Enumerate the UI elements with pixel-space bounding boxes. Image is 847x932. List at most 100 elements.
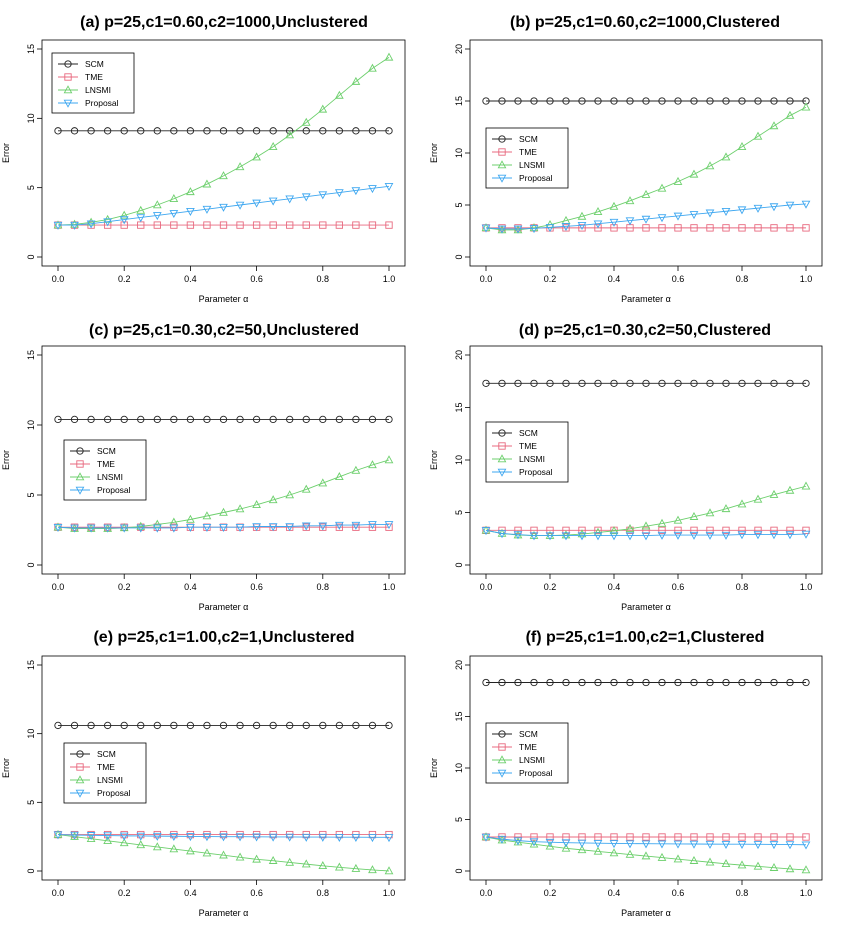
data-point (136, 521, 146, 530)
data-point (530, 97, 538, 105)
y-axis-label: Error (429, 758, 439, 778)
data-point (657, 183, 667, 192)
data-point (482, 379, 490, 387)
data-point (689, 531, 699, 540)
series-proposal (481, 833, 811, 850)
data-point (54, 721, 62, 730)
legend-label: Proposal (519, 467, 553, 477)
data-point (384, 455, 394, 464)
data-point (738, 678, 746, 687)
x-tick-label: 0.2 (544, 888, 557, 898)
data-point (70, 221, 79, 230)
data-point (737, 499, 747, 508)
data-point (352, 221, 360, 229)
data-point (610, 379, 618, 387)
data-point (202, 523, 212, 532)
x-tick-label: 0.2 (118, 274, 131, 284)
data-point (269, 721, 277, 730)
data-point (219, 850, 228, 859)
data-point (642, 526, 650, 535)
data-point (562, 379, 570, 387)
data-point (335, 523, 343, 531)
data-point (318, 191, 328, 200)
data-point (642, 678, 650, 687)
legend-label: Proposal (97, 788, 131, 798)
data-point (87, 127, 95, 135)
data-point (769, 203, 779, 212)
data-point (119, 523, 129, 532)
x-axis-label: Parameter α (199, 294, 249, 304)
data-point (351, 521, 361, 530)
data-point (706, 97, 714, 105)
data-point (120, 721, 128, 730)
data-point (546, 97, 554, 105)
data-point (609, 201, 619, 210)
data-point (351, 465, 361, 474)
y-tick-label: 15 (454, 402, 464, 412)
data-point (530, 526, 538, 535)
data-point (385, 721, 393, 730)
data-point (610, 224, 618, 232)
data-point (186, 833, 195, 842)
data-point (351, 187, 361, 196)
legend-marker (64, 73, 72, 81)
data-point (104, 127, 112, 135)
data-point (86, 524, 96, 533)
data-point (169, 844, 179, 853)
data-point (545, 530, 555, 539)
legend-label: LNSMI (519, 454, 545, 464)
data-point (690, 678, 698, 687)
data-point (153, 721, 161, 730)
data-point (219, 415, 228, 424)
series-proposal (53, 183, 394, 230)
data-point (186, 187, 195, 196)
data-point (219, 203, 228, 212)
data-point (802, 379, 810, 387)
data-point (137, 721, 145, 730)
data-point (170, 415, 178, 424)
data-point (753, 861, 763, 870)
data-point (721, 840, 731, 849)
data-point (285, 130, 295, 139)
data-point (54, 127, 62, 135)
series-proposal (53, 831, 394, 843)
series-scm (54, 721, 393, 730)
chart-title: (f) p=25,c1=1.00,c2=1,Clustered (526, 629, 765, 646)
data-point (625, 524, 635, 533)
data-point (86, 217, 96, 226)
data-point (351, 76, 361, 85)
data-point (754, 526, 762, 535)
data-point (785, 531, 795, 540)
y-tick-label: 10 (454, 455, 464, 465)
data-point (497, 530, 507, 539)
y-tick-label: 0 (454, 254, 464, 259)
legend-label: TME (519, 147, 537, 157)
data-point (786, 833, 794, 841)
data-point (119, 210, 129, 219)
series-line (485, 203, 807, 230)
data-point (705, 161, 715, 170)
data-point (186, 207, 195, 216)
series-scm (54, 127, 393, 135)
data-point (690, 526, 698, 535)
y-tick-label: 20 (454, 44, 464, 54)
data-point (498, 97, 506, 105)
x-tick-label: 1.0 (383, 888, 396, 898)
data-point (753, 531, 763, 540)
data-point (785, 485, 795, 494)
series-line (485, 485, 807, 537)
legend-marker (497, 454, 507, 463)
data-point (152, 832, 162, 841)
legend-marker (75, 486, 85, 495)
x-tick-label: 0.8 (736, 888, 749, 898)
data-point (801, 530, 811, 539)
plot-frame (41, 345, 406, 575)
data-point (625, 217, 635, 226)
data-point (318, 861, 328, 870)
x-tick-label: 0.6 (250, 274, 263, 284)
data-point (219, 221, 228, 229)
y-tick-label: 10 (26, 729, 36, 739)
data-point (609, 848, 619, 857)
data-point (609, 526, 619, 535)
data-point (625, 196, 635, 205)
